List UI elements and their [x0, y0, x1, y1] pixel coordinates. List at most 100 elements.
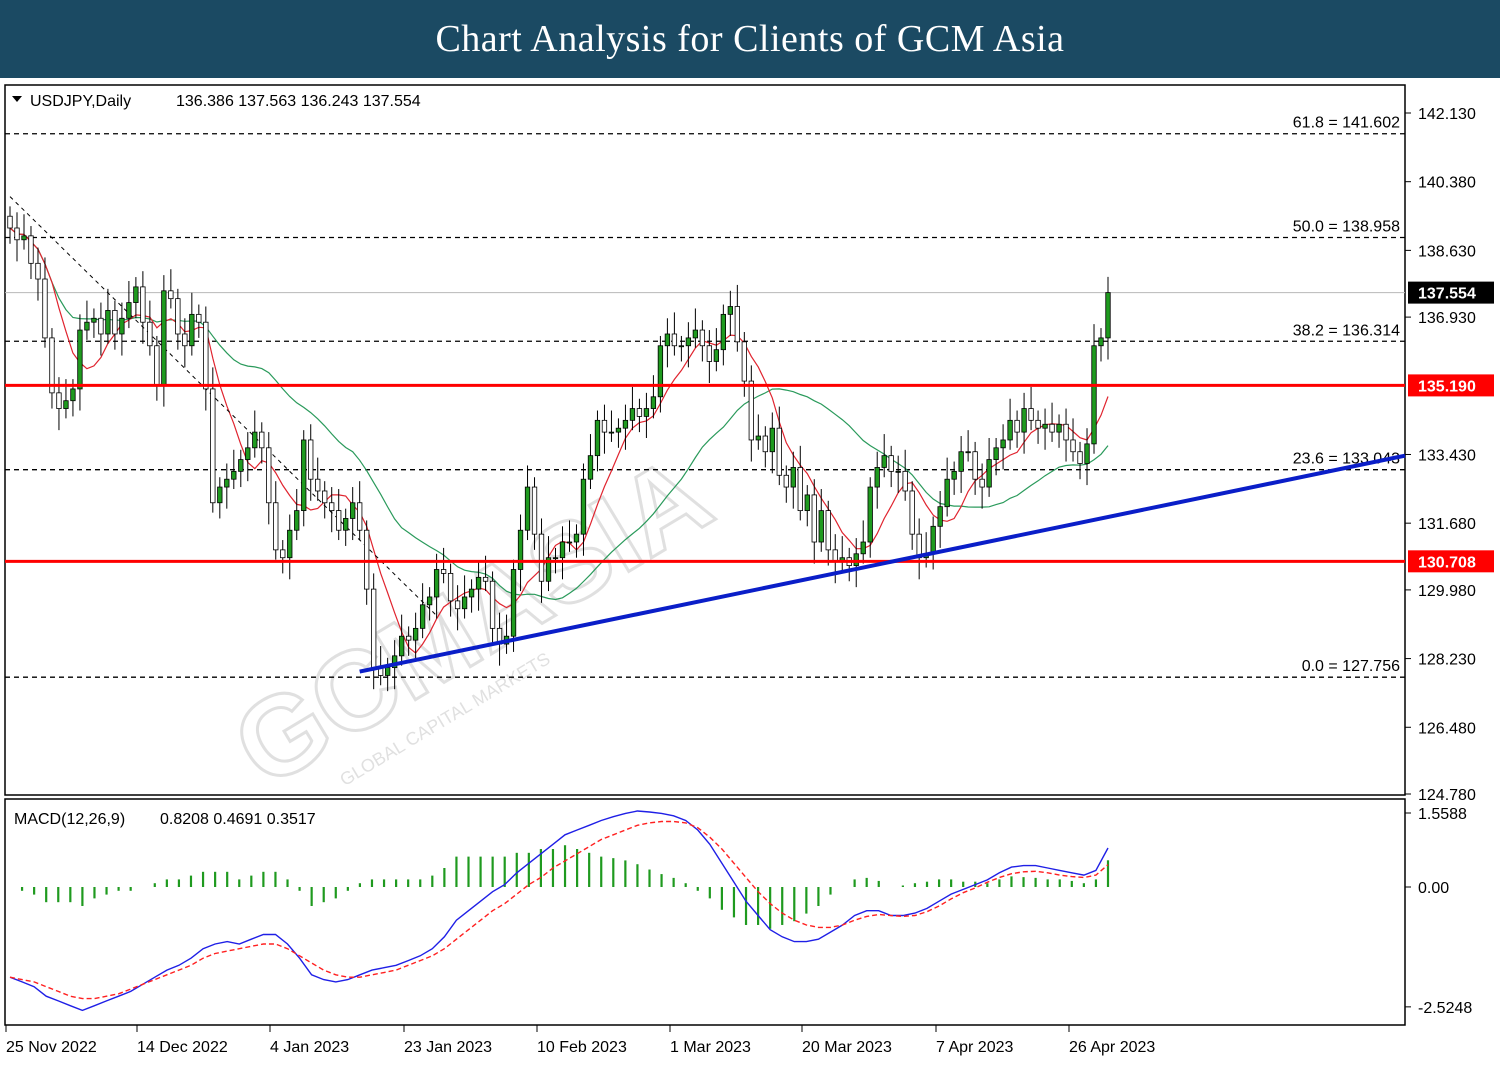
date-axis-tick-label: 26 Apr 2023 [1069, 1039, 1155, 1056]
candle-body [468, 588, 475, 598]
candle-body [790, 467, 796, 488]
candle-body [587, 455, 594, 480]
candle-body [517, 529, 524, 570]
candle-body [21, 235, 27, 241]
candle-body [259, 431, 265, 449]
candle-body [336, 510, 342, 531]
candle-body [1070, 439, 1076, 453]
candle-body [762, 435, 768, 453]
candle-body [371, 588, 377, 669]
candle-body [601, 419, 608, 433]
candle-body [1028, 408, 1034, 421]
candle-body [189, 313, 195, 347]
candle-body [161, 290, 167, 386]
candle-body [475, 576, 482, 590]
candle-body [98, 317, 104, 335]
candle-body [993, 447, 999, 460]
candle-body [937, 506, 943, 527]
candle-body [454, 600, 461, 610]
macd-values: 0.8208 0.4691 0.3517 [160, 811, 316, 828]
candle-body [343, 518, 349, 531]
support-trendline [359, 453, 1406, 674]
candle-body [965, 451, 971, 454]
candle-body [573, 533, 580, 543]
candle-body [650, 396, 657, 409]
candle-body [14, 227, 20, 241]
candle-body [545, 557, 552, 582]
candle-body [951, 470, 957, 480]
candle-body [119, 317, 125, 335]
candle-body [329, 502, 335, 512]
candle-body [1042, 423, 1048, 429]
axis-layer: 142.130 140.380 138.630 136.930 133.430 131.6… [5, 106, 1494, 1056]
candle-body [322, 490, 328, 504]
date-axis-tick-label: 25 Nov 2022 [6, 1039, 97, 1056]
price-axis-tick-label: 142.130 [1418, 106, 1476, 123]
candle-body [699, 329, 706, 347]
candle-body [315, 478, 321, 492]
candle-body [405, 635, 412, 641]
candle-body [797, 467, 803, 512]
candle-body [671, 333, 678, 347]
price-axis-tick-label: 136.930 [1418, 310, 1476, 327]
candle-body [56, 392, 62, 409]
candle-body [287, 529, 293, 559]
current-price-badge-label: 137.554 [1418, 286, 1476, 303]
date-axis-tick-label: 20 Mar 2023 [802, 1039, 892, 1056]
candle-body [909, 490, 915, 535]
collapse-triangle-icon[interactable] [12, 96, 22, 102]
candle-body [385, 667, 391, 676]
price-axis-tick-label: 140.380 [1418, 175, 1476, 192]
candle-body [1098, 337, 1104, 347]
candle-body [818, 510, 824, 543]
price-readout: USDJPY,Daily 136.386 137.563 136.243 137… [12, 93, 421, 110]
price-axis-tick-label: 133.430 [1418, 447, 1476, 464]
date-axis-tick-label: 10 Feb 2023 [537, 1039, 627, 1056]
candle-body [657, 345, 664, 398]
candle-body [874, 467, 880, 488]
candle-body [28, 235, 34, 264]
candle-body [552, 557, 559, 560]
candle-body [42, 278, 48, 339]
candle-body [594, 419, 601, 457]
candle-body [1000, 439, 1006, 449]
candle-body [1084, 443, 1090, 464]
horizontal-level-badge-label: 130.708 [1418, 554, 1476, 571]
candle-body [168, 290, 174, 300]
price-layer: 61.8 = 141.602 50.0 = 138.958 38.2 = 136.3… [5, 115, 1406, 692]
price-plot-area [4, 84, 1406, 796]
fibonacci-level-label: 50.0 = 138.958 [1293, 219, 1400, 236]
candle-body [301, 439, 307, 512]
candle-body [636, 408, 643, 417]
ohlc-readout: 136.386 137.563 136.243 137.554 [176, 93, 421, 110]
macd-title: MACD(12,26,9) [14, 811, 125, 828]
date-axis-tick-label: 14 Dec 2022 [137, 1039, 228, 1056]
candle-body [154, 345, 160, 386]
candle-body [391, 655, 398, 669]
candle-body [538, 533, 545, 582]
date-axis-tick-label: 1 Mar 2023 [670, 1039, 751, 1056]
candle-body [84, 321, 90, 331]
macd-panel [4, 798, 1406, 1026]
candle-body [238, 459, 244, 472]
macd-signal-line [9, 820, 1109, 1000]
candle-body [979, 478, 985, 488]
candle-body [398, 635, 405, 657]
candle-body [1035, 419, 1041, 429]
horizontal-level-badge [1408, 550, 1494, 573]
candle-body [1063, 423, 1069, 441]
symbol-title: USDJPY,Daily [30, 93, 131, 110]
candle-body [776, 427, 782, 476]
candle-body [357, 502, 363, 531]
candle-body [713, 349, 720, 362]
candle-body [622, 419, 629, 429]
candle-body [49, 337, 55, 394]
candle-body [433, 569, 440, 598]
candle-body [182, 333, 188, 347]
candle-body [734, 306, 740, 343]
candle-body [629, 408, 636, 421]
candle-body [461, 596, 468, 610]
candle-body [853, 553, 859, 566]
price-axis-tick-label: 138.630 [1418, 243, 1476, 260]
candle-body [147, 321, 153, 347]
